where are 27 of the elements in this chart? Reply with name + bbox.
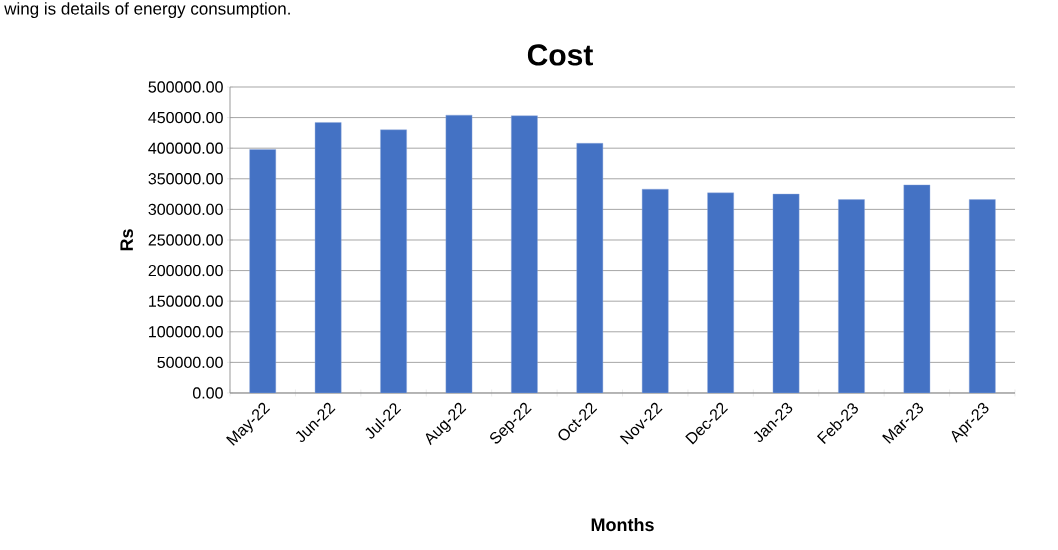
bar <box>641 188 669 393</box>
y-tick-label: 150000.00 <box>149 295 223 307</box>
y-tick-label: 350000.00 <box>148 173 223 185</box>
bar <box>314 122 342 393</box>
bar <box>249 149 276 393</box>
y-tick-label: 300000.00 <box>148 203 223 216</box>
y-tick-label: 50000.00 <box>157 356 223 369</box>
bar <box>380 129 407 393</box>
bar <box>707 192 734 393</box>
bar <box>903 184 931 393</box>
bar <box>445 114 473 393</box>
chart-title: Cost <box>527 44 593 66</box>
y-tick-label: 250000.00 <box>148 234 223 246</box>
y-tick-label: 200000.00 <box>148 264 223 277</box>
y-tick-label: 400000.00 <box>148 142 223 154</box>
y-axis-title: Rs <box>120 229 134 251</box>
bar <box>838 199 865 393</box>
y-tick-label: 100000.00 <box>149 326 223 338</box>
y-tick-label: 450000.00 <box>148 111 223 124</box>
bar <box>969 199 996 393</box>
y-tick-label: 0.00 <box>192 387 223 399</box>
bar <box>576 143 604 393</box>
text: wing is details of energy consumption. <box>4 2 290 19</box>
bar <box>772 193 800 393</box>
x-axis-title: Months <box>591 517 654 532</box>
y-tick-label: 500000.00 <box>148 81 223 93</box>
bar <box>511 115 538 393</box>
